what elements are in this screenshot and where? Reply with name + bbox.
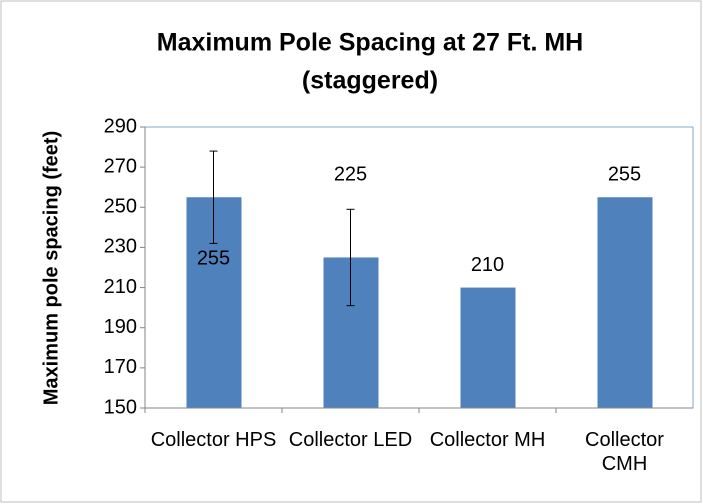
chart-title: Maximum Pole Spacing at 27 Ft. MH <box>157 29 583 57</box>
chart-title: (staggered) <box>302 67 438 95</box>
y-tick-label: 150 <box>104 396 137 418</box>
data-label: 255 <box>197 248 230 270</box>
data-label: 210 <box>471 254 504 276</box>
y-tick-label: 290 <box>104 115 137 137</box>
y-tick-label: 170 <box>104 356 137 378</box>
x-tick-label: Collector CMH <box>585 429 664 475</box>
bar <box>597 197 653 408</box>
bar <box>460 287 516 408</box>
data-label: 255 <box>608 164 641 186</box>
y-tick-label: 230 <box>104 236 137 258</box>
y-tick-label: 210 <box>104 276 137 298</box>
x-tick-label: Collector LED <box>288 429 413 451</box>
x-tick-label: Collector HPS <box>150 429 277 451</box>
x-tick-label: Collector MH <box>429 429 546 451</box>
y-tick-label: 250 <box>104 196 137 218</box>
data-label: 225 <box>334 164 367 186</box>
y-axis-label: Maximum pole spacing (feet) <box>40 131 62 406</box>
y-tick-label: 270 <box>104 155 137 177</box>
y-tick-label: 190 <box>104 316 137 338</box>
